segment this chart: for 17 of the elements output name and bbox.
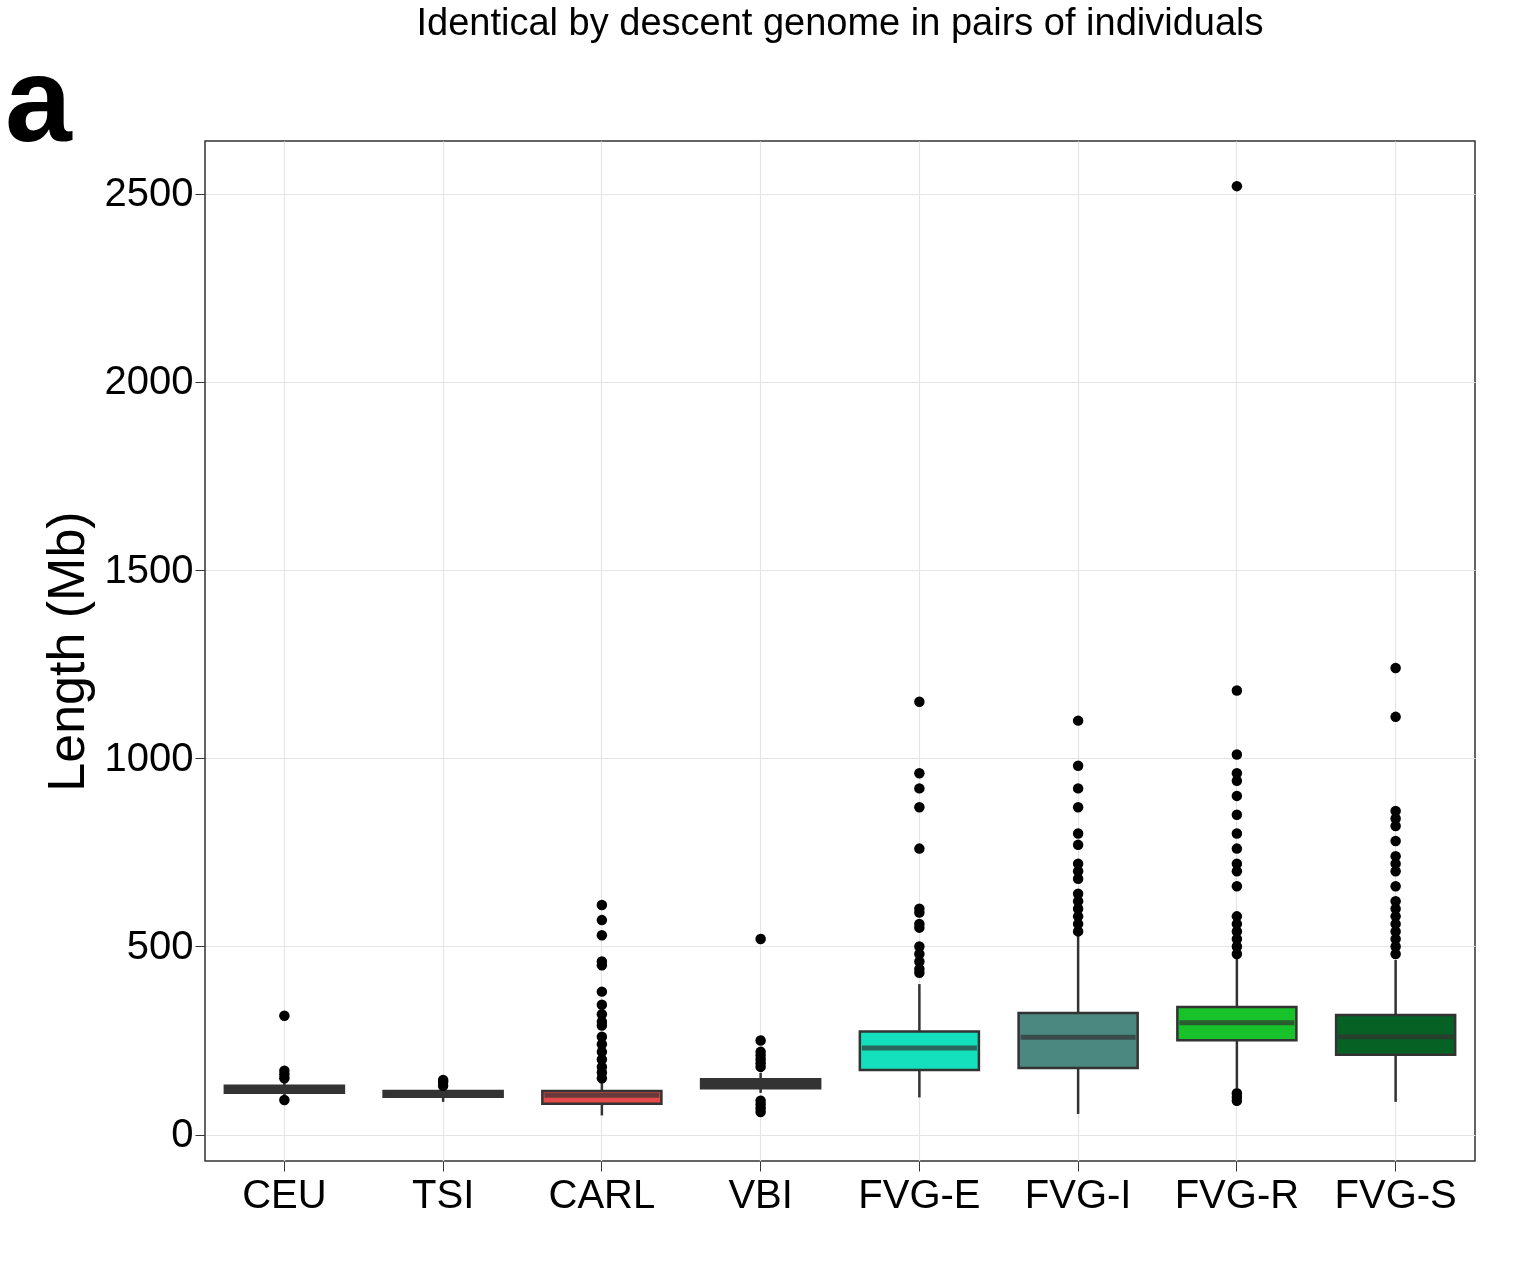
y-tick-label: 2000 <box>104 358 194 403</box>
x-tick-label: VBI <box>728 1171 793 1216</box>
chart-title: Identical by descent genome in pairs of individuals <box>416 1 1264 43</box>
y-tick-label: 1500 <box>104 546 194 591</box>
y-tick-label: 500 <box>126 922 194 967</box>
x-tick-label: CARL <box>548 1171 656 1216</box>
text: a <box>5 32 73 166</box>
x-tick-label: TSI <box>412 1171 475 1216</box>
y-tick-label: 0 <box>171 1111 194 1156</box>
y-tick-label: 2500 <box>104 170 194 215</box>
y-axis-title: Length (Mb) <box>36 511 95 792</box>
x-tick-label: FVG-E <box>858 1171 981 1216</box>
x-tick-label: FVG-S <box>1334 1171 1457 1216</box>
x-tick-label: FVG-I <box>1024 1171 1132 1216</box>
y-tick-label: 1000 <box>104 734 194 779</box>
x-tick-label: FVG-R <box>1174 1171 1300 1216</box>
x-tick-label: CEU <box>242 1171 327 1216</box>
